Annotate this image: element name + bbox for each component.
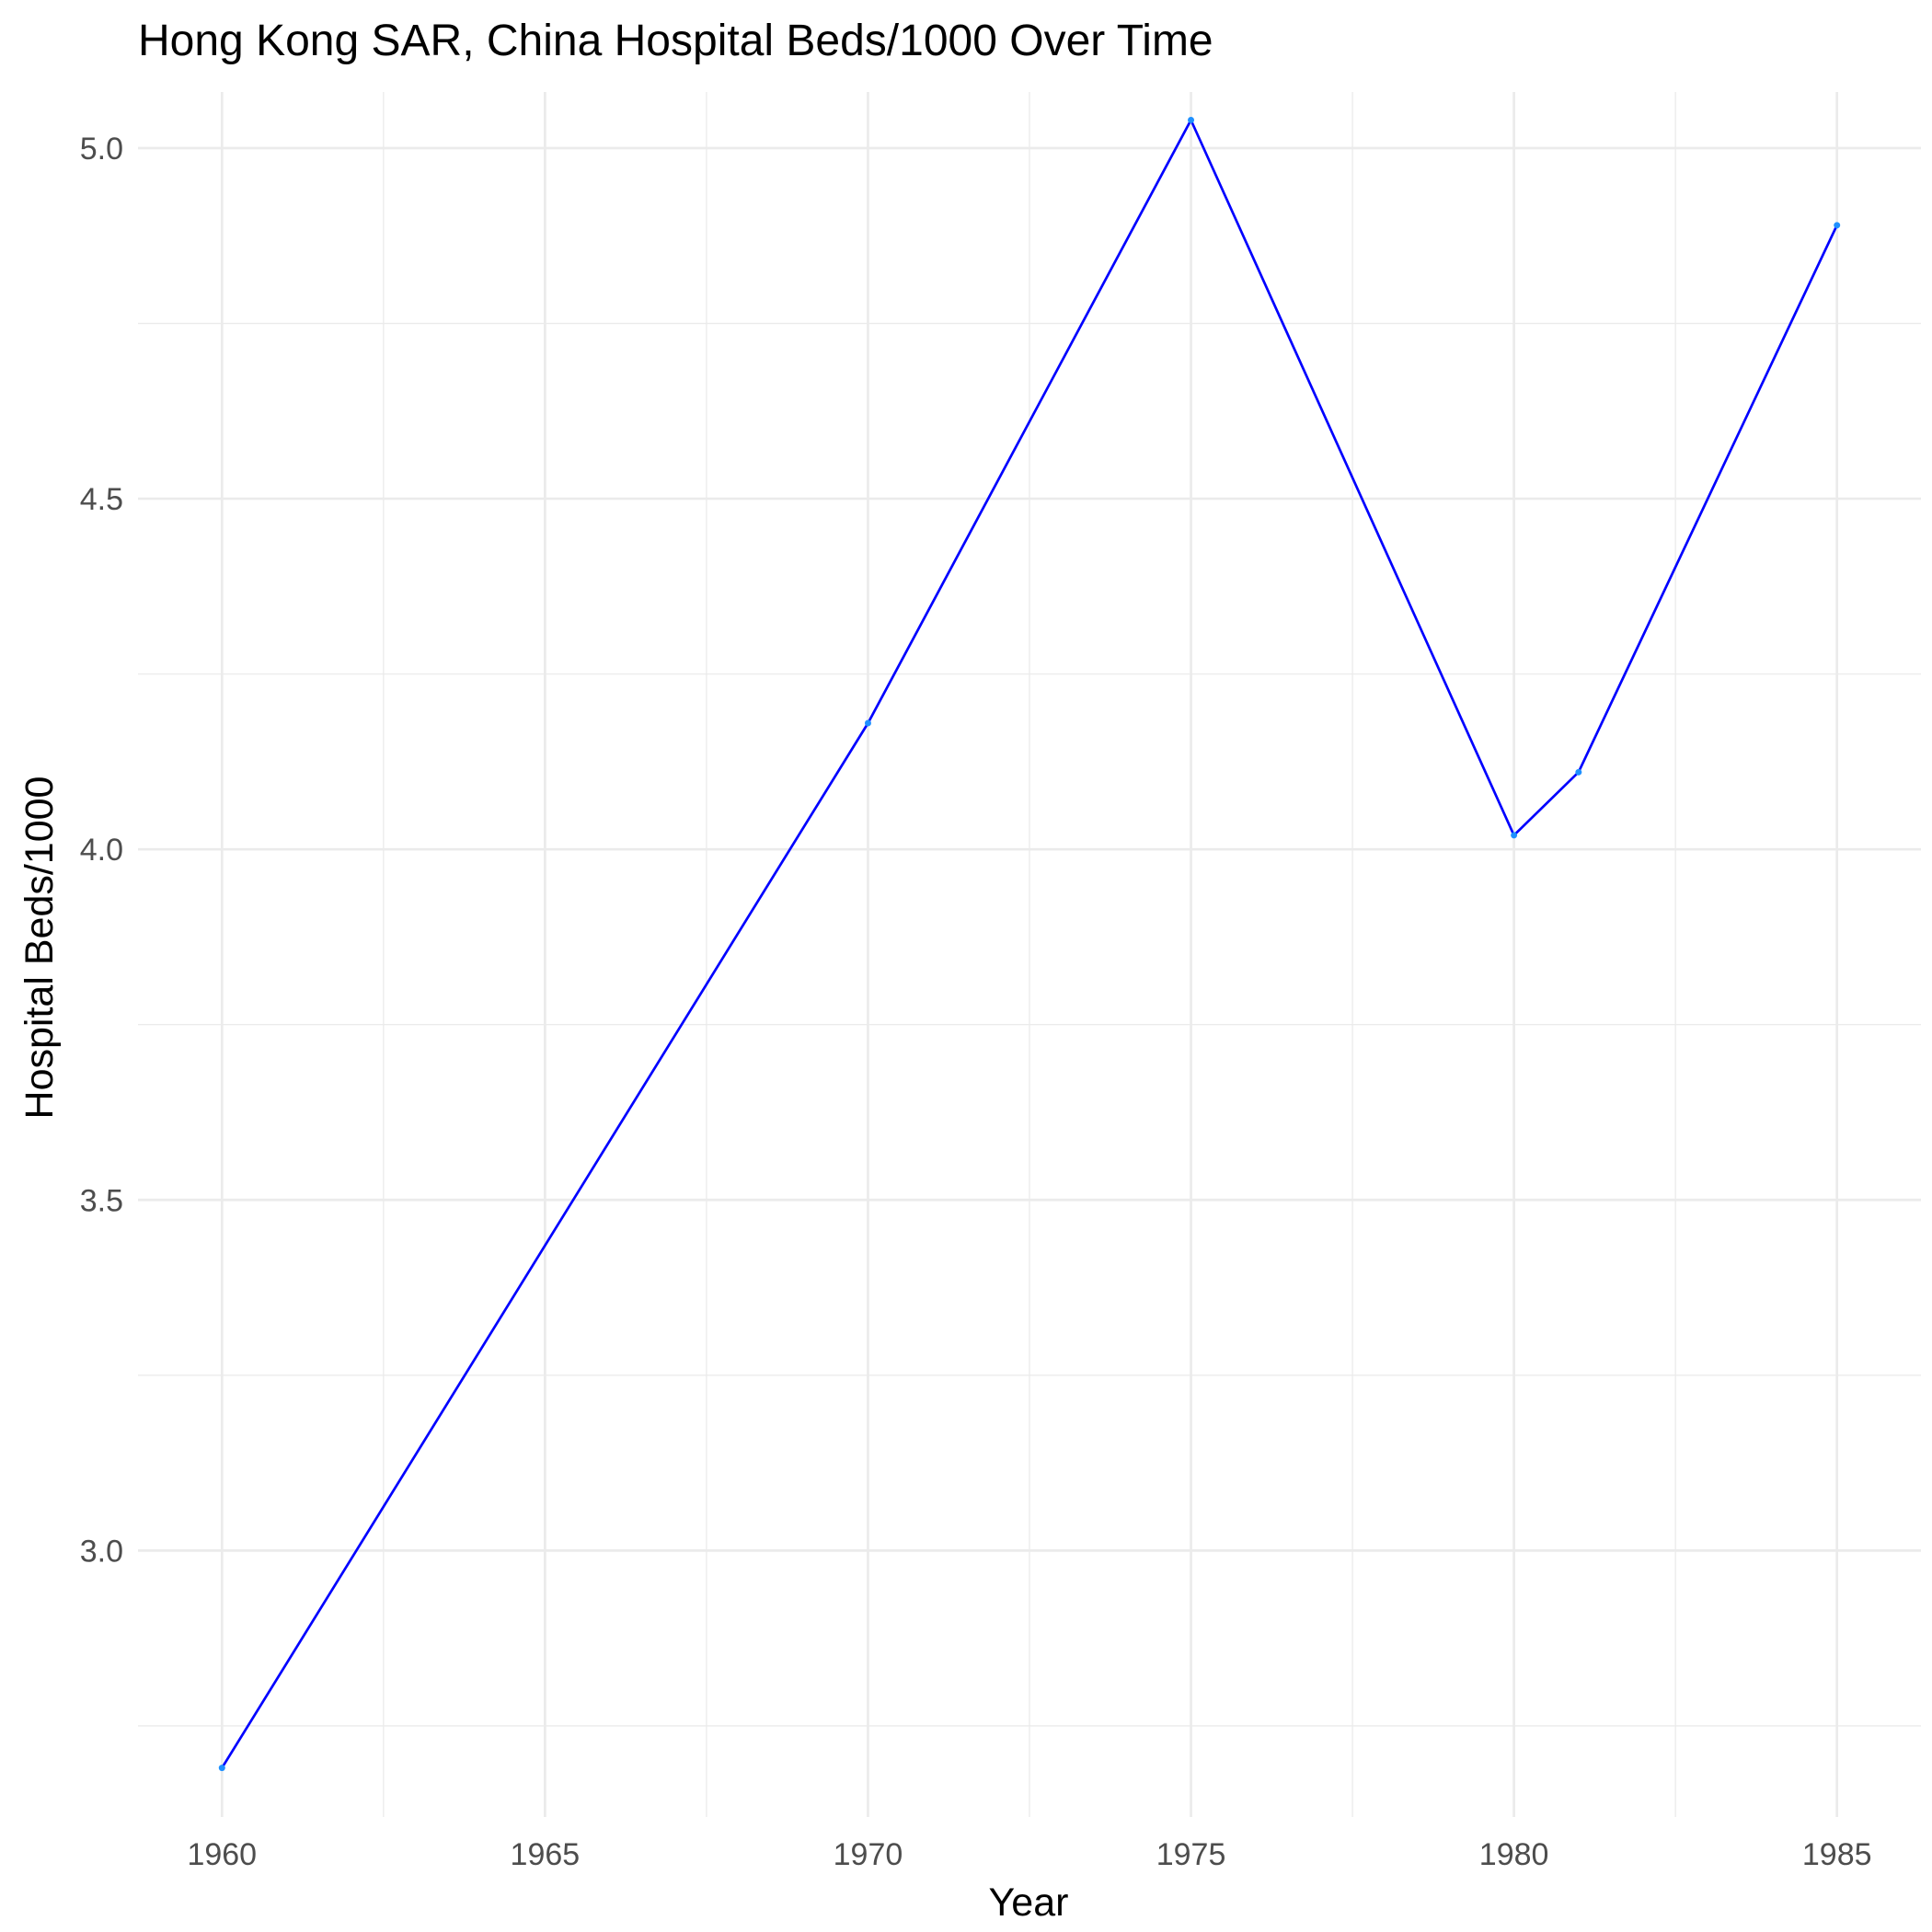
series-line <box>221 119 1838 1769</box>
data-point <box>1188 116 1195 123</box>
data-point <box>1834 222 1841 229</box>
y-tick-label: 4.5 <box>80 482 123 517</box>
x-tick-label: 1965 <box>511 1837 581 1872</box>
y-axis-ticks: 3.0 3.5 4.0 4.5 5.0 <box>80 132 123 1569</box>
x-tick-label: 1980 <box>1479 1837 1549 1872</box>
data-point <box>1511 832 1518 839</box>
y-tick-label: 3.0 <box>80 1534 123 1569</box>
data-point <box>1575 768 1582 776</box>
data-point <box>864 719 871 727</box>
grid <box>138 92 1921 1817</box>
y-tick-label: 5.0 <box>80 132 123 167</box>
x-tick-label: 1960 <box>187 1837 257 1872</box>
data-point <box>218 1765 225 1772</box>
x-tick-label: 1985 <box>1802 1837 1872 1872</box>
x-tick-label: 1975 <box>1156 1837 1226 1872</box>
y-tick-label: 3.5 <box>80 1183 123 1218</box>
x-axis-title: Year <box>989 1880 1069 1925</box>
y-tick-label: 4.0 <box>80 833 123 868</box>
chart-title: Hong Kong SAR, China Hospital Beds/1000 … <box>138 17 1213 65</box>
x-axis-ticks: 1960 1965 1970 1975 1980 1985 <box>187 1837 1871 1872</box>
y-axis-title: Hospital Beds/1000 <box>17 776 62 1120</box>
series-layer <box>218 116 1841 1772</box>
x-tick-label: 1970 <box>834 1837 903 1872</box>
